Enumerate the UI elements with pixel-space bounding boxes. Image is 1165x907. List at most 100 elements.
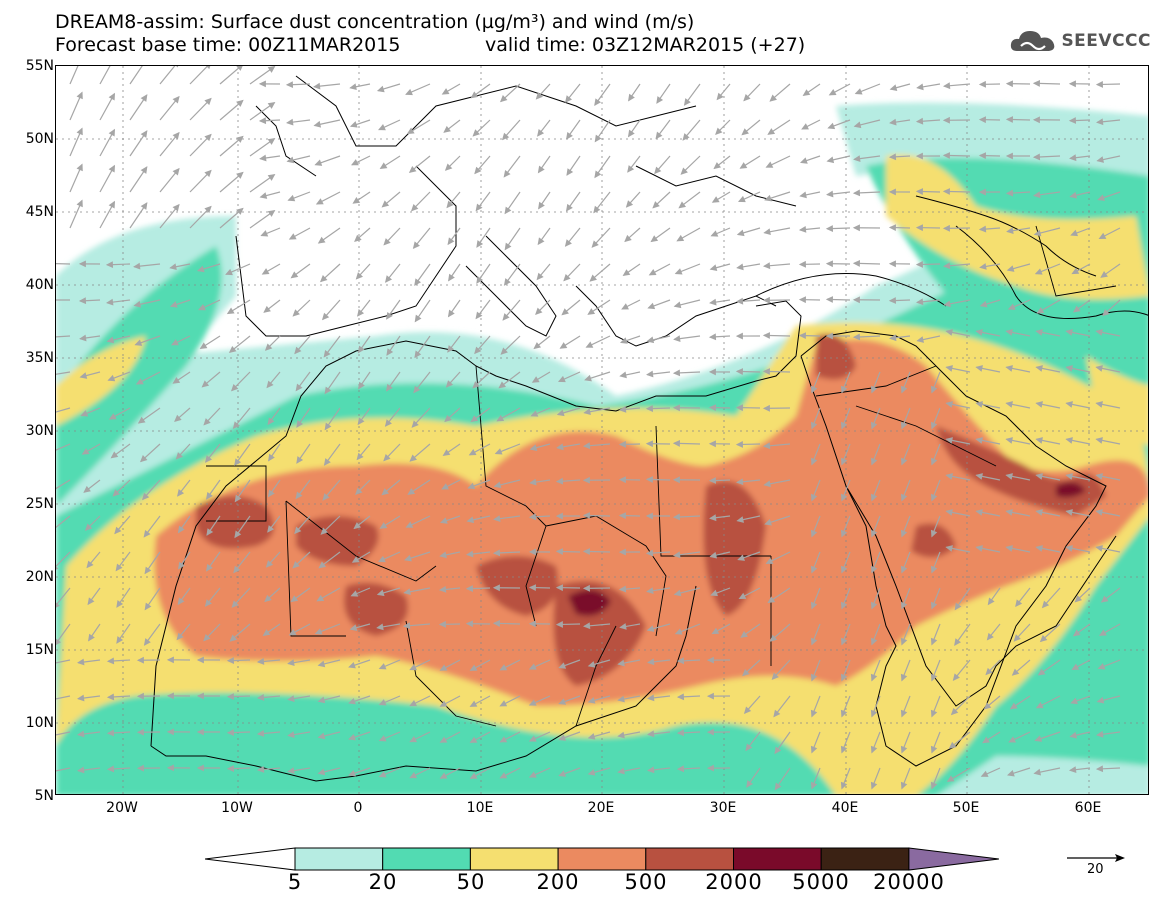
wind-arrowhead <box>840 565 848 574</box>
wind-arrowhead <box>680 167 688 175</box>
wind-arrowhead <box>236 207 244 215</box>
wind-arrowhead <box>954 638 961 646</box>
wind-arrowhead <box>930 673 938 682</box>
wind-arrowhead <box>204 599 212 607</box>
wind-arrowhead <box>476 276 484 284</box>
wind-arrowhead <box>410 203 419 212</box>
wind-arrowhead <box>810 385 818 394</box>
colorbar-cell <box>820 847 910 871</box>
wind-arrowhead <box>646 625 655 632</box>
logo-text: SEEVCCC <box>1061 31 1151 51</box>
wind-arrowhead <box>56 638 62 646</box>
wind-arrowhead <box>354 234 362 242</box>
wind-arrowhead <box>76 163 83 172</box>
wind-arrowhead <box>840 493 848 502</box>
wind-arrowhead <box>771 672 779 680</box>
wind-arrowhead <box>954 602 962 611</box>
wind-arrowhead <box>137 416 146 424</box>
wind-arrowhead <box>853 121 862 129</box>
wind-arrowhead <box>975 545 983 552</box>
colorbar-label: 200 <box>536 870 580 894</box>
wind-arrowhead <box>357 309 365 317</box>
wind-arrowhead <box>1068 80 1076 88</box>
wind-arrowhead <box>378 124 386 131</box>
wind-arrowhead <box>826 156 835 164</box>
wind-arrowhead <box>810 709 818 718</box>
forecast-times: Forecast base time: 00Z11MAR2015 valid ti… <box>55 34 805 56</box>
wind-arrowhead <box>528 620 536 628</box>
wind-arrowhead <box>735 297 744 305</box>
reference-arrow-icon <box>1067 854 1125 862</box>
wind-arrowhead <box>384 275 393 283</box>
wind-arrowhead <box>535 92 543 100</box>
wind-arrowhead <box>852 224 860 232</box>
wind-arrowhead <box>735 478 744 486</box>
wind-arrowhead <box>945 329 953 336</box>
lat-label: 25N <box>25 496 54 512</box>
wind-arrowhead <box>975 401 983 408</box>
wind-arrowhead <box>1098 629 1107 636</box>
wind-arrowhead <box>975 365 983 372</box>
wind-arrowhead <box>672 440 681 447</box>
wind-arrowhead <box>226 693 235 700</box>
wind-arrowhead <box>1068 117 1077 124</box>
wind-arrowhead <box>529 478 537 486</box>
wind-arrowhead <box>840 673 848 682</box>
wind-arrowhead <box>617 695 625 703</box>
wind-arrowhead <box>900 745 908 754</box>
wind-arrowhead <box>357 417 365 426</box>
wind-arrowhead <box>978 80 986 88</box>
wind-arrowhead <box>143 529 151 538</box>
wind-arrowhead <box>852 333 861 341</box>
wind-arrowhead <box>106 336 115 344</box>
wind-arrowhead <box>736 263 744 271</box>
wind-arrowhead <box>741 128 749 136</box>
wind-arrowhead <box>357 345 365 354</box>
wind-arrowhead <box>582 584 590 592</box>
wind-arrowhead <box>204 97 212 106</box>
wind-arrow <box>56 371 71 375</box>
wind-arrowhead <box>205 563 213 572</box>
wind-arrowhead <box>930 457 938 466</box>
wind-arrowhead <box>870 385 878 394</box>
wind-arrowhead <box>204 133 212 142</box>
wind-arrowhead <box>503 169 511 178</box>
wind-arrowhead <box>618 440 626 448</box>
wind-arrowhead <box>267 489 275 498</box>
wind-arrowhead <box>318 561 327 569</box>
wind-arrowhead <box>83 485 91 493</box>
wind-arrowhead <box>673 551 681 559</box>
wind-arrowhead <box>177 489 185 497</box>
wind-arrowhead <box>673 589 682 597</box>
wind-arrowhead <box>537 237 545 246</box>
wind-arrowhead <box>377 555 386 563</box>
wind-arrowhead <box>564 239 572 247</box>
wind-arrowhead <box>888 297 897 304</box>
wind-arrowhead <box>492 584 500 592</box>
wind-arrowhead <box>952 673 960 681</box>
wind-arrowhead <box>900 493 908 502</box>
wind-arrowhead <box>1095 118 1104 126</box>
wind-arrowhead <box>1041 600 1050 609</box>
lat-label: 5N <box>34 788 54 804</box>
wind-arrowhead <box>810 745 818 754</box>
wind-arrowhead <box>134 339 143 346</box>
base-time: Forecast base time: 00Z11MAR2015 <box>55 34 401 56</box>
wind-arrowhead <box>537 129 545 137</box>
wind-arrowhead <box>319 275 328 283</box>
wind-arrowhead <box>287 767 295 774</box>
wind-arrowhead <box>196 656 204 664</box>
wind-arrowhead <box>1005 437 1013 444</box>
wind-arrowhead <box>78 297 87 305</box>
wind-arrowhead <box>825 296 834 303</box>
wind-arrowhead <box>317 696 326 704</box>
wind-arrowhead <box>619 337 628 344</box>
wind-arrowhead <box>627 129 635 138</box>
wind-arrowhead <box>175 452 183 460</box>
wind-arrowhead <box>234 494 242 503</box>
wind-arrowhead <box>840 421 848 430</box>
wind-arrowhead <box>106 657 115 665</box>
wind-arrowhead <box>646 370 654 378</box>
wind-arrowhead <box>762 404 770 412</box>
wind-arrowhead <box>376 589 385 597</box>
